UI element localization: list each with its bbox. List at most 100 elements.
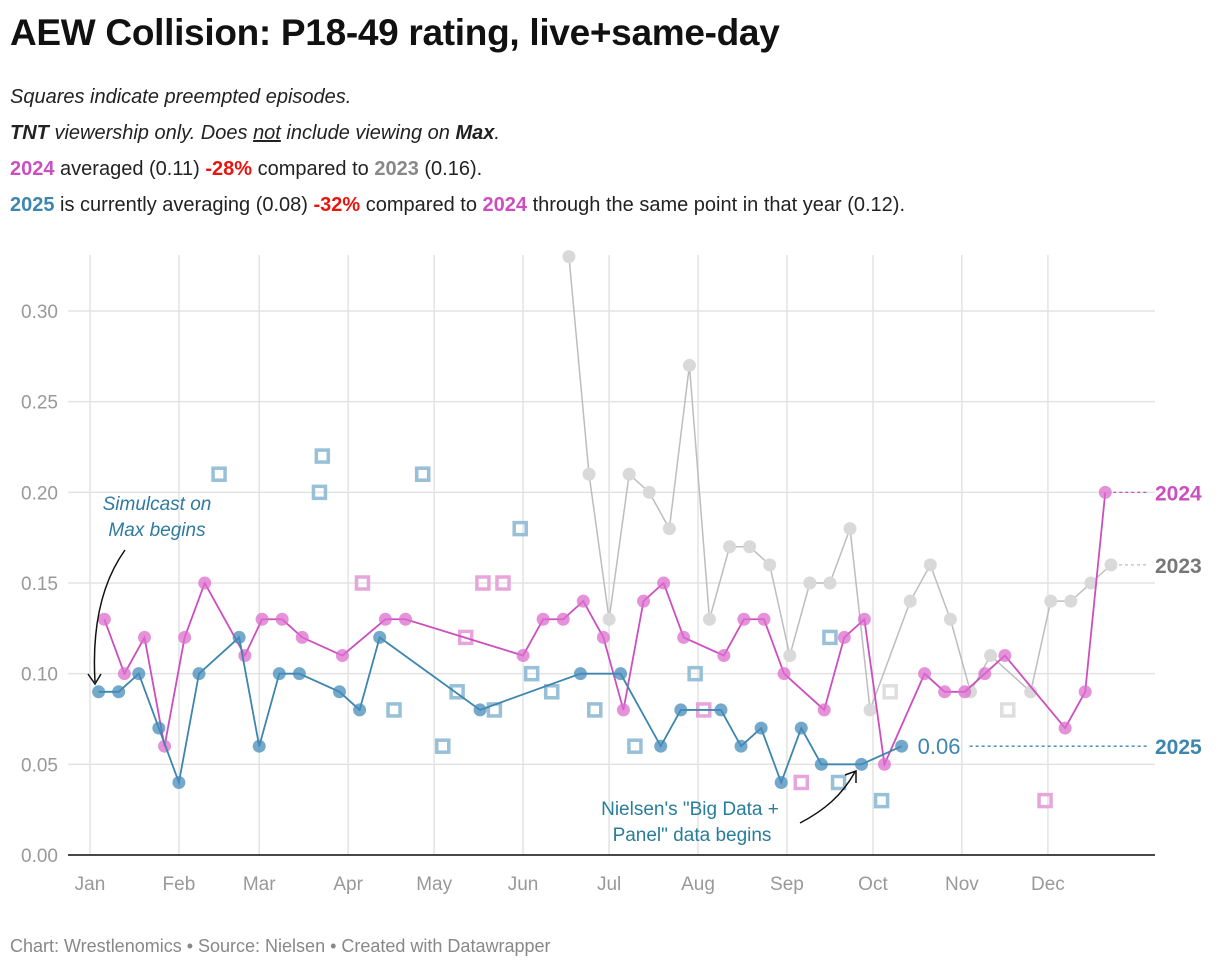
x-tick-label: Nov xyxy=(945,874,979,895)
preempted-square-2023 xyxy=(1000,702,1016,718)
preempted-square-2025 xyxy=(314,448,331,464)
text: compared to xyxy=(360,194,483,216)
preempted-square-2025 xyxy=(311,484,328,501)
data-point-2024 xyxy=(1098,485,1112,499)
preempted-square-2025 xyxy=(512,520,528,537)
data-point-2024 xyxy=(877,757,891,771)
data-point-2025 xyxy=(373,630,387,644)
tnt-label: TNT xyxy=(10,122,49,144)
data-point-2025 xyxy=(232,630,246,644)
data-point-2023 xyxy=(763,558,777,572)
text: . xyxy=(494,122,500,144)
data-point-2023 xyxy=(702,612,716,626)
data-point-2023 xyxy=(1104,558,1118,572)
data-point-2023 xyxy=(783,649,797,663)
data-point-2024 xyxy=(717,649,731,663)
data-point-2024 xyxy=(1058,721,1072,735)
data-point-2023 xyxy=(602,612,616,626)
data-point-2025 xyxy=(654,739,668,753)
data-point-2025 xyxy=(333,685,347,699)
y-tick-label: 0.20 xyxy=(21,483,58,504)
data-point-2023 xyxy=(1024,685,1038,699)
pct-change: -28% xyxy=(205,158,253,180)
preempted-square-2024 xyxy=(457,629,474,646)
chart-footer: Chart: Wrestlenomics • Source: Nielsen •… xyxy=(10,936,551,956)
data-point-2024 xyxy=(255,612,269,626)
x-tick-label: Aug xyxy=(681,874,715,895)
x-tick-label: Mar xyxy=(243,874,276,895)
arrowhead-icon xyxy=(87,673,102,686)
data-point-2023 xyxy=(622,467,636,481)
data-point-2024 xyxy=(1078,685,1092,699)
subtitle-tnt-note: TNT viewership only. Does not include vi… xyxy=(10,122,500,145)
data-point-2024 xyxy=(536,612,550,626)
data-point-2025 xyxy=(252,739,266,753)
year-2025: 2025 xyxy=(10,194,55,216)
data-point-2024 xyxy=(817,703,831,717)
data-point-2025 xyxy=(614,667,628,681)
data-point-2025 xyxy=(192,667,206,681)
preempted-square-2025 xyxy=(822,629,838,646)
preempted-square-2025 xyxy=(627,738,643,754)
data-point-2025 xyxy=(895,739,909,753)
data-point-2024 xyxy=(198,576,212,590)
x-tick-label: Jul xyxy=(597,874,621,895)
data-point-2024 xyxy=(137,630,151,644)
series-line-2023 xyxy=(568,256,1112,711)
data-point-2024 xyxy=(97,612,111,626)
data-point-2024 xyxy=(737,612,751,626)
data-point-2024 xyxy=(757,612,771,626)
text: averaged (0.11) xyxy=(54,158,206,180)
data-point-2023 xyxy=(662,522,676,536)
y-tick-label: 0.00 xyxy=(21,846,58,867)
data-point-2023 xyxy=(863,703,877,717)
data-point-2023 xyxy=(903,594,917,608)
data-point-2024 xyxy=(335,649,349,663)
data-point-2025 xyxy=(794,721,808,735)
data-point-2025 xyxy=(674,703,688,717)
text: through the same point in that year (0.1… xyxy=(527,194,906,216)
preempted-square-2025 xyxy=(414,466,431,482)
data-point-2023 xyxy=(1084,576,1098,590)
data-point-2023 xyxy=(582,467,596,481)
annotation-arrow xyxy=(93,549,126,683)
annotation-arrow xyxy=(799,771,856,824)
x-tick-label: Dec xyxy=(1031,874,1065,895)
data-point-2024 xyxy=(556,612,570,626)
preempted-square-2023 xyxy=(882,684,898,700)
data-point-2024 xyxy=(516,649,530,663)
x-tick-label: Jun xyxy=(508,874,539,895)
data-point-2025 xyxy=(132,667,146,681)
data-point-2024 xyxy=(837,630,851,644)
text: viewership only. Does xyxy=(48,122,254,144)
data-point-2024 xyxy=(637,594,651,608)
preempted-square-2025 xyxy=(435,738,451,754)
data-point-2024 xyxy=(596,630,610,644)
preempted-square-2024 xyxy=(1037,792,1053,809)
data-point-2023 xyxy=(1064,594,1078,608)
preempted-square-2024 xyxy=(793,774,810,791)
last-value-label: 0.06 xyxy=(918,734,961,759)
preempted-square-2025 xyxy=(687,665,703,682)
preempted-square-2025 xyxy=(543,684,560,700)
data-point-2024 xyxy=(378,612,392,626)
data-point-2023 xyxy=(943,612,957,626)
preempted-square-2025 xyxy=(523,665,540,682)
annotation-simulcast: Simulcast on xyxy=(103,494,212,515)
x-tick-label: May xyxy=(416,874,452,895)
data-point-2023 xyxy=(984,649,998,663)
subtitle-2025-average: 2025 is currently averaging (0.08) -32% … xyxy=(10,194,905,217)
preempted-square-2025 xyxy=(211,466,227,482)
preempted-square-2024 xyxy=(354,575,371,591)
max-label: Max xyxy=(455,122,495,144)
annotation-nielsen: Nielsen's "Big Data + xyxy=(601,799,779,820)
data-point-2025 xyxy=(292,667,306,681)
annotation-simulcast: Max begins xyxy=(108,520,206,541)
data-point-2024 xyxy=(918,667,932,681)
data-point-2023 xyxy=(843,522,857,536)
data-point-2023 xyxy=(803,576,817,590)
data-point-2023 xyxy=(923,558,937,572)
data-point-2025 xyxy=(774,775,788,789)
data-point-2024 xyxy=(238,649,252,663)
